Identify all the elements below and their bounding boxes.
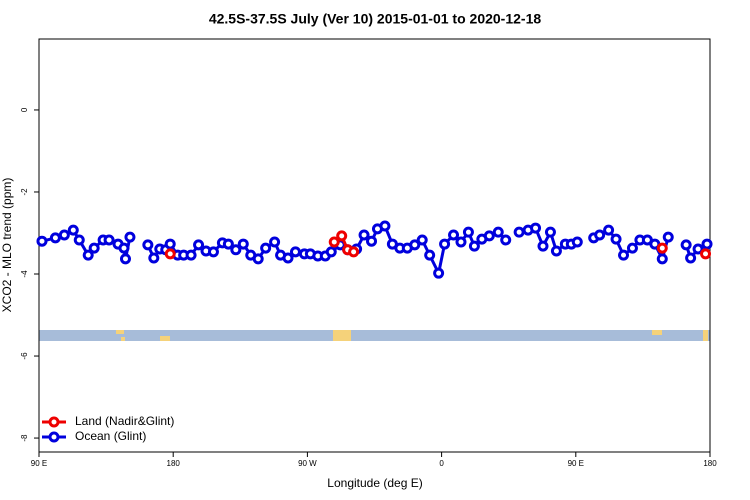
- data-point: [289, 246, 301, 258]
- data-point: [701, 238, 713, 250]
- data-point: [185, 249, 197, 261]
- x-tick-label: 90 W: [298, 459, 317, 468]
- data-point: [118, 242, 130, 254]
- data-point: [656, 242, 668, 254]
- data-point: [448, 229, 460, 241]
- data-point: [594, 229, 606, 241]
- data-point: [164, 248, 176, 260]
- data-point: [269, 236, 281, 248]
- x-tick-label: 180: [167, 459, 181, 468]
- data-point: [550, 245, 562, 257]
- data-point: [328, 236, 340, 248]
- data-point: [685, 252, 697, 264]
- data-point: [424, 249, 436, 261]
- data-point: [700, 248, 712, 260]
- data-point: [662, 231, 674, 243]
- chart-title: 42.5S-37.5S July (Ver 10) 2015-01-01 to …: [209, 11, 542, 27]
- data-point: [409, 239, 421, 251]
- data-point: [58, 229, 70, 241]
- data-point: [366, 235, 378, 247]
- data-point: [610, 233, 622, 245]
- data-point: [336, 230, 348, 242]
- data-point: [82, 249, 94, 261]
- data-point: [207, 246, 219, 258]
- data-point: [500, 234, 512, 246]
- data-point: [67, 224, 79, 236]
- data-point: [88, 242, 100, 254]
- legend-label: Land (Nadir&Glint): [75, 414, 174, 428]
- coverage-strip: [39, 330, 710, 341]
- y-tick-label: -6: [20, 352, 29, 360]
- data-point: [124, 231, 136, 243]
- data-point: [537, 240, 549, 252]
- data-point: [680, 239, 692, 251]
- data-point: [455, 236, 467, 248]
- strip-ocean: [39, 330, 710, 341]
- data-point: [433, 267, 445, 279]
- data-point: [36, 235, 48, 247]
- legend-label: Ocean (Glint): [75, 429, 146, 443]
- data-point: [142, 239, 154, 251]
- strip-land: [121, 337, 125, 341]
- y-tick-label: -2: [20, 188, 29, 196]
- data-point: [222, 238, 234, 250]
- y-tick-label: -4: [20, 270, 29, 278]
- data-point: [73, 234, 85, 246]
- data-point: [119, 253, 131, 265]
- data-point: [325, 246, 337, 258]
- data-point: [544, 226, 556, 238]
- data-point: [260, 242, 272, 254]
- data-point: [193, 239, 205, 251]
- data-point: [252, 253, 264, 265]
- strip-land: [652, 330, 662, 335]
- data-point: [483, 230, 495, 242]
- data-point: [348, 246, 360, 258]
- data-point: [462, 226, 474, 238]
- y-tick-label: 0: [20, 107, 29, 112]
- data-point: [626, 242, 638, 254]
- data-point: [692, 243, 704, 255]
- legend-marker: [48, 416, 60, 428]
- strip-land: [333, 330, 351, 341]
- data-point: [164, 238, 176, 250]
- strip-land: [703, 330, 708, 341]
- data-point: [571, 236, 583, 248]
- legend-marker: [48, 431, 60, 443]
- data-point: [618, 249, 630, 261]
- x-tick-label: 0: [439, 459, 444, 468]
- data-point: [530, 222, 542, 234]
- x-axis-label: Longitude (deg E): [327, 476, 422, 490]
- data-point: [656, 253, 668, 265]
- data-point: [492, 226, 504, 238]
- strip-land: [116, 330, 124, 334]
- data-point: [230, 244, 242, 256]
- data-point: [358, 229, 370, 241]
- data-point: [49, 232, 61, 244]
- data-point: [103, 234, 115, 246]
- y-axis-label: XCO2 - MLO trend (ppm): [0, 178, 14, 313]
- data-point: [603, 224, 615, 236]
- x-tick-label: 180: [703, 459, 717, 468]
- data-point: [468, 240, 480, 252]
- x-tick-label: 90 E: [568, 459, 584, 468]
- y-tick-label: -8: [20, 434, 29, 442]
- data-point: [379, 220, 391, 232]
- strip-land: [160, 336, 170, 341]
- data-point: [237, 238, 249, 250]
- data-point: [282, 252, 294, 264]
- x-tick-label: 90 E: [31, 459, 47, 468]
- data-point: [439, 238, 451, 250]
- data-point: [148, 252, 160, 264]
- data-point: [513, 226, 525, 238]
- data-point: [416, 234, 428, 246]
